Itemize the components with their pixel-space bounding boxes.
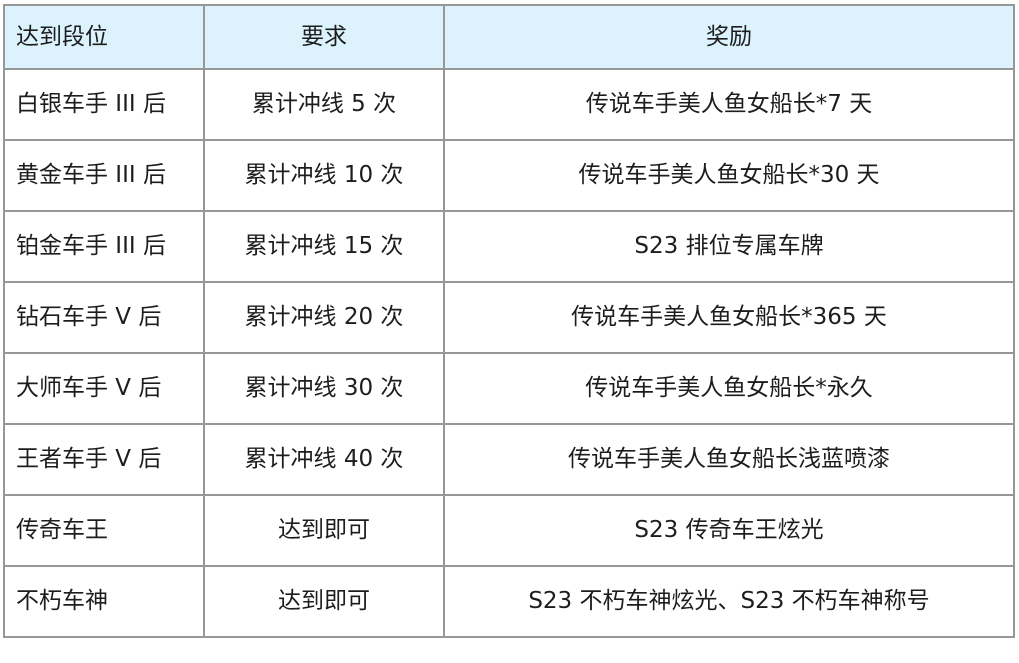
requirement-cell: 累计冲线 5 次: [203, 68, 445, 141]
requirement-cell: 累计冲线 10 次: [203, 139, 445, 212]
requirement-cell: 达到即可: [203, 494, 445, 567]
rank-cell: 传奇车王: [3, 494, 205, 567]
rank-cell: 白银车手 III 后: [3, 68, 205, 141]
rank-rewards-table: 达到段位 要求 奖励 白银车手 III 后 累计冲线 5 次 传说车手美人鱼女船…: [3, 4, 1015, 638]
table-row: 传奇车王 达到即可 S23 传奇车王炫光: [3, 494, 1015, 567]
rank-cell: 钻石车手 V 后: [3, 281, 205, 354]
rank-cell: 铂金车手 III 后: [3, 210, 205, 283]
rank-cell: 大师车手 V 后: [3, 352, 205, 425]
reward-cell: 传说车手美人鱼女船长浅蓝喷漆: [443, 423, 1015, 496]
table-header-row: 达到段位 要求 奖励: [3, 4, 1015, 70]
rank-rewards-table-container: 达到段位 要求 奖励 白银车手 III 后 累计冲线 5 次 传说车手美人鱼女船…: [3, 4, 1015, 638]
reward-cell: S23 传奇车王炫光: [443, 494, 1015, 567]
reward-cell: S23 不朽车神炫光、S23 不朽车神称号: [443, 565, 1015, 638]
header-requirement: 要求: [203, 4, 445, 70]
table-row: 白银车手 III 后 累计冲线 5 次 传说车手美人鱼女船长*7 天: [3, 68, 1015, 141]
table-row: 王者车手 V 后 累计冲线 40 次 传说车手美人鱼女船长浅蓝喷漆: [3, 423, 1015, 496]
rank-cell: 不朽车神: [3, 565, 205, 638]
table-row: 不朽车神 达到即可 S23 不朽车神炫光、S23 不朽车神称号: [3, 565, 1015, 638]
table-row: 大师车手 V 后 累计冲线 30 次 传说车手美人鱼女船长*永久: [3, 352, 1015, 425]
table-row: 铂金车手 III 后 累计冲线 15 次 S23 排位专属车牌: [3, 210, 1015, 283]
reward-cell: 传说车手美人鱼女船长*永久: [443, 352, 1015, 425]
requirement-cell: 累计冲线 20 次: [203, 281, 445, 354]
rank-cell: 王者车手 V 后: [3, 423, 205, 496]
requirement-cell: 累计冲线 15 次: [203, 210, 445, 283]
table-row: 黄金车手 III 后 累计冲线 10 次 传说车手美人鱼女船长*30 天: [3, 139, 1015, 212]
reward-cell: 传说车手美人鱼女船长*365 天: [443, 281, 1015, 354]
rank-cell: 黄金车手 III 后: [3, 139, 205, 212]
requirement-cell: 累计冲线 30 次: [203, 352, 445, 425]
reward-cell: S23 排位专属车牌: [443, 210, 1015, 283]
requirement-cell: 达到即可: [203, 565, 445, 638]
header-rank: 达到段位: [3, 4, 205, 70]
table-row: 钻石车手 V 后 累计冲线 20 次 传说车手美人鱼女船长*365 天: [3, 281, 1015, 354]
requirement-cell: 累计冲线 40 次: [203, 423, 445, 496]
reward-cell: 传说车手美人鱼女船长*30 天: [443, 139, 1015, 212]
header-reward: 奖励: [443, 4, 1015, 70]
reward-cell: 传说车手美人鱼女船长*7 天: [443, 68, 1015, 141]
